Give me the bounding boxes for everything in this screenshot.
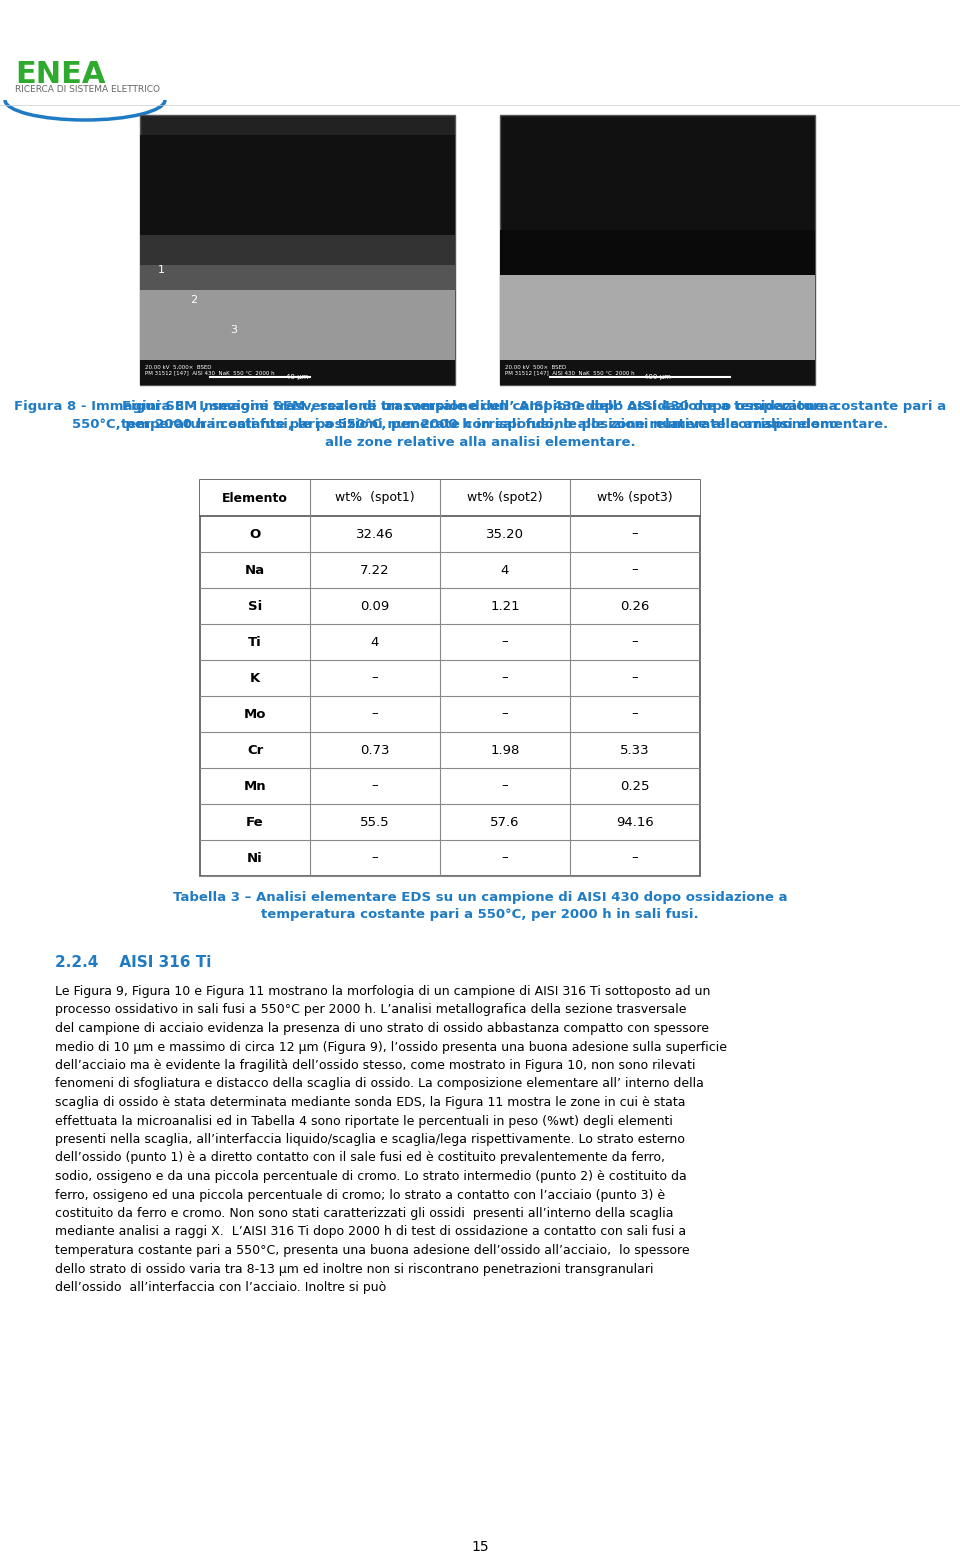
Text: 1.98: 1.98 [491, 743, 519, 756]
Text: Cr: Cr [247, 743, 263, 756]
Text: temperatura costante pari a 550°C, presenta una buona adesione dell’ossido all’a: temperatura costante pari a 550°C, prese… [55, 1244, 689, 1256]
Text: Mn: Mn [244, 779, 266, 793]
Text: –: – [632, 636, 638, 648]
Bar [140, 235, 455, 289]
Text: 1: 1 [158, 264, 165, 275]
Text: –: – [502, 672, 508, 684]
Text: 0.26: 0.26 [620, 600, 650, 613]
Bar [440, 480, 570, 516]
Text: Ni: Ni [247, 852, 263, 865]
Text: –: – [632, 672, 638, 684]
Text: O: O [250, 527, 260, 541]
Text: Ti: Ti [248, 636, 262, 648]
Bar [500, 115, 815, 386]
Text: 0.09: 0.09 [360, 600, 390, 613]
Text: 55.5: 55.5 [360, 815, 390, 829]
Text: –: – [372, 779, 378, 793]
Text: processo ossidativo in sali fusi a 550°C per 2000 h. L’analisi metallografica de: processo ossidativo in sali fusi a 550°C… [55, 1003, 686, 1017]
Text: 400 μm: 400 μm [643, 375, 670, 379]
Text: temperatura costante pari a 550°C, per 2000 h in sali fusi.: temperatura costante pari a 550°C, per 2… [261, 908, 699, 921]
Text: –: – [502, 708, 508, 720]
Bar [140, 135, 455, 235]
Text: –: – [502, 852, 508, 865]
Text: Le Figura 9, Figura 10 e Figura 11 mostrano la morfologia di un campione di AISI: Le Figura 9, Figura 10 e Figura 11 mostr… [55, 984, 710, 998]
Text: RICERCA DI SISTEMA ELETTRICO: RICERCA DI SISTEMA ELETTRICO [15, 86, 160, 93]
Text: 35.20: 35.20 [486, 527, 524, 541]
Text: dell’ossido (punto 1) è a diretto contatto con il sale fusi ed è costituito prev: dell’ossido (punto 1) è a diretto contat… [55, 1152, 665, 1165]
Text: –: – [502, 636, 508, 648]
Text: 7.22: 7.22 [360, 563, 390, 577]
Bar [500, 275, 815, 386]
Bar [200, 480, 310, 516]
Text: 0.73: 0.73 [360, 743, 390, 756]
Text: –: – [632, 852, 638, 865]
Bar [200, 480, 700, 875]
Text: del campione di acciaio evidenza la presenza di uno strato di ossido abbastanza : del campione di acciaio evidenza la pres… [55, 1022, 709, 1036]
Text: Figura 8 - Immagini SEM , sezione trasversale di un campione dell’ AISI 430 dopo: Figura 8 - Immagini SEM , sezione trasve… [122, 400, 838, 414]
Text: dell’ossido  all’interfaccia con l’acciaio. Inoltre si può: dell’ossido all’interfaccia con l’acciai… [55, 1281, 386, 1294]
Text: –: – [632, 527, 638, 541]
Text: 20.00 kV  5,000×  BSED
PM 31512 [147]  AISI 430  NaK  550 °C  2000 h: 20.00 kV 5,000× BSED PM 31512 [147] AISI… [145, 365, 275, 376]
Text: wt% (spot3): wt% (spot3) [597, 491, 673, 504]
Text: 94.16: 94.16 [616, 815, 654, 829]
Text: sodio, ossigeno e da una piccola percentuale di cromo. Lo strato intermedio (pun: sodio, ossigeno e da una piccola percent… [55, 1169, 686, 1183]
Text: Si: Si [248, 600, 262, 613]
Bar [500, 350, 815, 365]
Bar [500, 230, 815, 350]
Text: alle zone relative alla analisi elementare.: alle zone relative alla analisi elementa… [324, 435, 636, 449]
Text: –: – [372, 708, 378, 720]
Text: 2: 2 [190, 295, 197, 305]
Text: ferro, ossigeno ed una piccola percentuale di cromo; lo strato a contatto con l’: ferro, ossigeno ed una piccola percentua… [55, 1188, 665, 1202]
Text: 5.33: 5.33 [620, 743, 650, 756]
Bar [500, 361, 815, 386]
Text: scaglia di ossido è stata determinata mediante sonda EDS, la Figura 11 mostra le: scaglia di ossido è stata determinata me… [55, 1096, 685, 1109]
Text: costituito da ferro e cromo. Non sono stati caratterizzati gli ossidi  presenti : costituito da ferro e cromo. Non sono st… [55, 1207, 674, 1221]
Bar [140, 289, 455, 386]
Bar [140, 361, 455, 386]
Text: fenomeni di sfogliatura e distacco della scaglia di ossido. La composizione elem: fenomeni di sfogliatura e distacco della… [55, 1078, 704, 1090]
Text: effettuata la microanalisi ed in Tabella 4 sono riportate le percentuali in peso: effettuata la microanalisi ed in Tabella… [55, 1115, 673, 1127]
Bar [140, 115, 455, 386]
Text: mediante analisi a raggi X.  L’AISI 316 Ti dopo 2000 h di test di ossidazione a : mediante analisi a raggi X. L’AISI 316 T… [55, 1225, 686, 1238]
Text: 3: 3 [230, 325, 237, 334]
Bar [140, 235, 455, 264]
Text: dello strato di ossido varia tra 8-13 μm ed inoltre non si riscontrano penetrazi: dello strato di ossido varia tra 8-13 μm… [55, 1263, 654, 1275]
Text: 57.6: 57.6 [491, 815, 519, 829]
Bar [310, 480, 440, 516]
Text: –: – [372, 852, 378, 865]
Text: –: – [372, 672, 378, 684]
Text: 2.2.4    AISI 316 Ti: 2.2.4 AISI 316 Ti [55, 955, 211, 970]
Text: –: – [632, 708, 638, 720]
Text: 40 μm: 40 μm [286, 375, 308, 379]
Text: wt%  (spot1): wt% (spot1) [335, 491, 415, 504]
Text: Mo: Mo [244, 708, 266, 720]
Text: 20.00 kV  500×  BSED
PM 31512 [147]  AISI 430  NaK  550 °C  2000 h: 20.00 kV 500× BSED PM 31512 [147] AISI 4… [505, 365, 635, 376]
Bar [570, 480, 700, 516]
Text: Figura 8 - Immagini SEM , sezione trasversale di un campione dell’ AISI 430 dopo: Figura 8 - Immagini SEM , sezione trasve… [14, 400, 946, 431]
Text: medio di 10 μm e massimo di circa 12 μm (Figura 9), l’ossido presenta una buona : medio di 10 μm e massimo di circa 12 μm … [55, 1040, 727, 1053]
Text: Tabella 3 – Analisi elementare EDS su un campione di AISI 430 dopo ossidazione a: Tabella 3 – Analisi elementare EDS su un… [173, 891, 787, 903]
Text: 15: 15 [471, 1539, 489, 1553]
Text: 32.46: 32.46 [356, 527, 394, 541]
Text: 0.25: 0.25 [620, 779, 650, 793]
Text: Elemento: Elemento [222, 491, 288, 504]
Text: temperatura costante pari a 550°C, per 2000 h in sali fusi, le posizioni numerat: temperatura costante pari a 550°C, per 2… [121, 418, 839, 431]
Text: –: – [502, 779, 508, 793]
Text: K: K [250, 672, 260, 684]
Text: Na: Na [245, 563, 265, 577]
Text: dell’acciaio ma è evidente la fragilità dell’ossido stesso, come mostrato in Fig: dell’acciaio ma è evidente la fragilità … [55, 1059, 695, 1071]
Text: 4: 4 [371, 636, 379, 648]
Text: 4: 4 [501, 563, 509, 577]
Text: 1.21: 1.21 [491, 600, 519, 613]
Text: –: – [632, 563, 638, 577]
Text: ENEA: ENEA [15, 61, 106, 89]
Text: presenti nella scaglia, all’interfaccia liquido/scaglia e scaglia/lega rispettiv: presenti nella scaglia, all’interfaccia … [55, 1134, 684, 1146]
Text: wt% (spot2): wt% (spot2) [468, 491, 542, 504]
Text: Fe: Fe [246, 815, 264, 829]
